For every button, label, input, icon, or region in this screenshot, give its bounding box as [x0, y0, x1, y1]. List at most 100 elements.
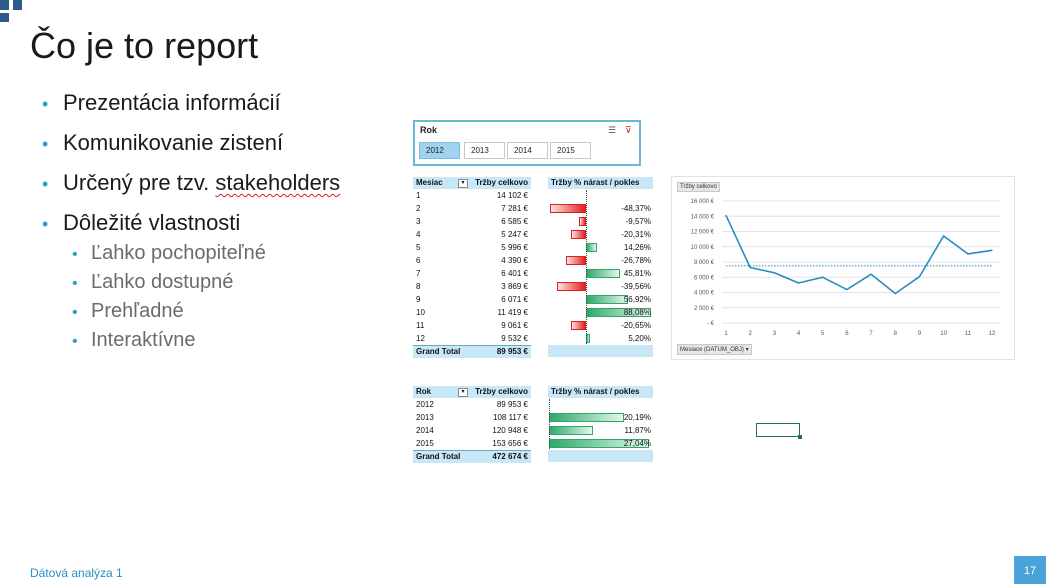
- change-row: 88,08%: [548, 307, 653, 318]
- table-row: 5 5 996 €: [413, 242, 531, 253]
- data-point: [846, 288, 848, 291]
- change-header: Tržby % nárast / pokles: [548, 177, 653, 189]
- negative-bar: [578, 217, 586, 226]
- row-label: 2013: [416, 413, 434, 422]
- change-row: 14,26%: [548, 242, 653, 253]
- change-total-row: [548, 345, 653, 357]
- x-tick-label: 10: [940, 331, 947, 337]
- sub-bullet-1-text: Ľahko pochopiteľné: [91, 242, 266, 264]
- x-tick-label: 4: [797, 331, 801, 337]
- change-value: -48,37%: [621, 204, 651, 213]
- row-label: 9: [416, 295, 421, 304]
- line-chart[interactable]: Tržby celkovo 16 000 €14 000 €12 000 €10…: [671, 176, 1015, 360]
- slide-title: Čo je to report: [30, 25, 259, 66]
- multi-select-icon[interactable]: ☰: [608, 125, 617, 135]
- table-row: 2 7 281 €: [413, 203, 531, 214]
- row-value: 14 102 €: [496, 191, 528, 200]
- data-point: [822, 276, 824, 278]
- x-tick-label: 7: [869, 331, 873, 337]
- data-point: [797, 282, 800, 284]
- filter-dropdown-icon[interactable]: ▾: [458, 179, 468, 188]
- change-value: -39,56%: [621, 282, 651, 291]
- fill-handle[interactable]: [798, 435, 802, 439]
- header-trzby: Tržby celkovo: [475, 178, 528, 187]
- change-row: 11,87%: [548, 425, 653, 436]
- change-value: -20,65%: [621, 321, 651, 330]
- change-value: 14,26%: [623, 243, 651, 252]
- row-value: 6 585 €: [501, 217, 528, 226]
- change-value: 56,92%: [623, 295, 651, 304]
- change-row: -9,57%: [548, 216, 653, 227]
- y-tick-label: 16 000 €: [691, 199, 715, 205]
- x-tick-label: 8: [894, 331, 898, 337]
- change-header-label: Tržby % nárast / pokles: [551, 178, 640, 187]
- x-tick-label: 9: [918, 331, 922, 337]
- bullet-3: • Určený pre tzv. stakeholders: [42, 170, 341, 195]
- grand-total-value: 472 674 €: [492, 452, 528, 461]
- positive-bar: [586, 269, 620, 278]
- change-row: [548, 190, 653, 201]
- slicer-item-2013[interactable]: 2013: [464, 142, 505, 159]
- row-value: 9 532 €: [501, 334, 528, 343]
- negative-bar: [566, 256, 586, 265]
- row-value: 89 953 €: [496, 400, 528, 409]
- data-point: [991, 249, 993, 251]
- row-label: 4: [416, 230, 421, 239]
- header-trzby: Tržby celkovo: [475, 387, 528, 396]
- negative-bar: [570, 230, 586, 239]
- row-value: 3 869 €: [501, 282, 528, 291]
- spellcheck-word: stakeholders: [215, 170, 341, 195]
- footer-text: Dátová analýza 1: [30, 566, 123, 580]
- table-row: 10 11 419 €: [413, 307, 531, 318]
- bullet-4-text: Dôležité vlastnosti: [63, 210, 241, 235]
- change-header-label: Tržby % nárast / pokles: [551, 387, 640, 396]
- table-row: 12 9 532 €: [413, 333, 531, 344]
- positive-bar: [586, 243, 597, 252]
- year-slicer[interactable]: Rok ☰ ⊽ 2012 2013 2014 2015: [413, 120, 641, 166]
- y-tick-label: - €: [707, 321, 715, 327]
- x-tick-label: 5: [821, 331, 825, 337]
- bullet-3-text: Určený pre tzv. stakeholders: [63, 170, 341, 195]
- slicer-item-2014[interactable]: 2014: [507, 142, 548, 159]
- row-label: 3: [416, 217, 421, 226]
- positive-bar: [549, 426, 593, 435]
- header-rok: Rok: [416, 387, 432, 396]
- table-row: 6 4 390 €: [413, 255, 531, 266]
- change-row: 45,81%: [548, 268, 653, 279]
- filter-dropdown-icon[interactable]: ▾: [458, 388, 468, 397]
- change-row: -26,78%: [548, 255, 653, 266]
- negative-bar: [570, 321, 586, 330]
- page-number: 17: [1014, 556, 1046, 584]
- x-tick-label: 1: [724, 331, 728, 337]
- month-pivot-table: Mesiac ▾ Tržby celkovo 1 14 102 € 2 7 281 €…: [413, 177, 531, 359]
- month-change-table: Tržby % nárast / pokles -48,37% -9,57% -20…: [548, 177, 653, 359]
- y-tick-label: 10 000 €: [691, 245, 715, 251]
- slicer-item-2012[interactable]: 2012: [419, 142, 460, 159]
- year-pivot-table: Rok ▾ Tržby celkovo 2012 89 953 € 2013 108 …: [413, 386, 531, 463]
- clear-filter-icon[interactable]: ⊽: [625, 125, 632, 135]
- data-point: [894, 292, 896, 295]
- row-value: 6 401 €: [501, 269, 528, 278]
- row-value: 108 117 €: [493, 413, 528, 422]
- series-field-button[interactable]: Tržby celkovo: [677, 182, 720, 192]
- selected-cell[interactable]: [756, 423, 800, 437]
- axis-field-label: Mesiace (DATUM_OBJ): [680, 347, 744, 353]
- bullet-2-text: Komunikovanie zistení: [63, 130, 284, 155]
- change-total-row: [548, 450, 653, 462]
- bar-axis: [586, 190, 587, 346]
- row-value: 153 656 €: [492, 439, 528, 448]
- change-value: -9,57%: [625, 217, 651, 226]
- header-mesiac: Mesiac: [416, 178, 443, 187]
- row-label: 11: [416, 321, 425, 330]
- table-row: 2013 108 117 €: [413, 412, 531, 423]
- bullet-2: • Komunikovanie zistení: [42, 130, 284, 155]
- axis-field-button[interactable]: Mesiace (DATUM_OBJ) ▾: [677, 344, 752, 355]
- table-row: 3 6 585 €: [413, 216, 531, 227]
- slicer-item-2015[interactable]: 2015: [550, 142, 591, 159]
- row-value: 5 247 €: [501, 230, 528, 239]
- change-value: 27,04%: [623, 439, 651, 448]
- change-value: 20,19%: [623, 413, 651, 422]
- x-tick-label: 6: [845, 331, 849, 337]
- row-value: 6 071 €: [501, 295, 528, 304]
- x-tick-label: 12: [989, 331, 996, 337]
